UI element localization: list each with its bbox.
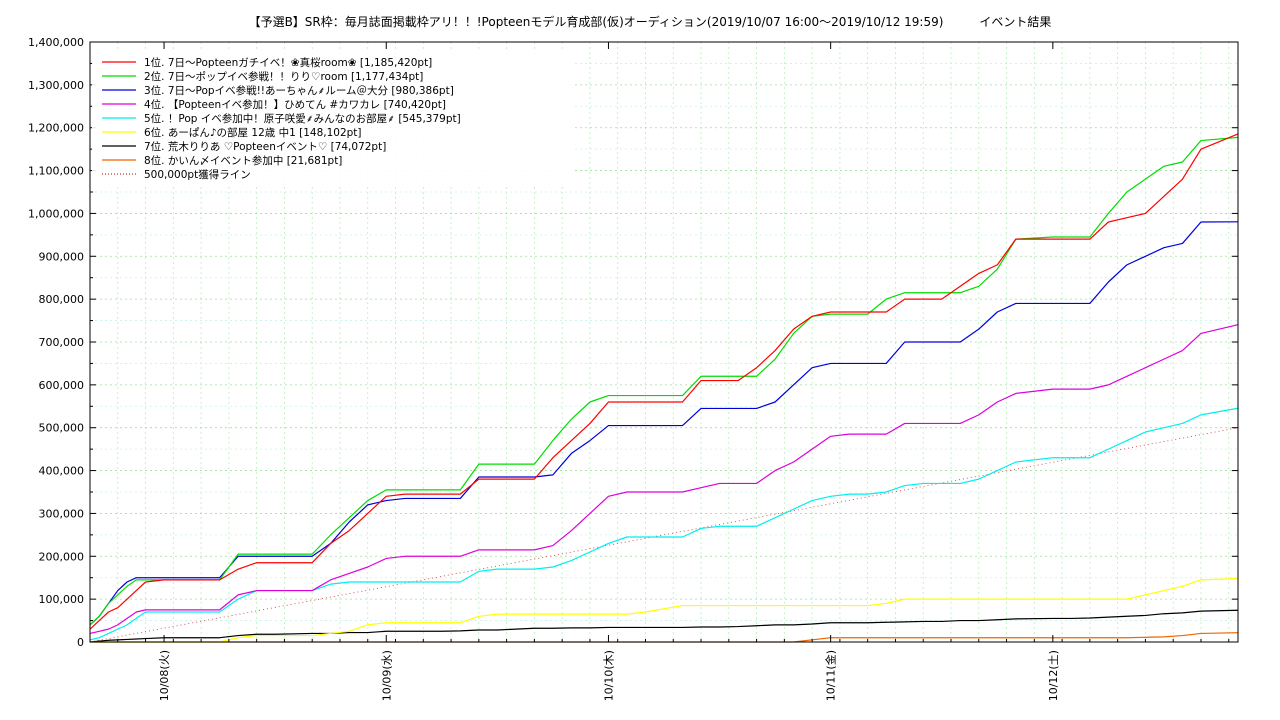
y-tick-label: 800,000: [39, 293, 85, 306]
reference-line: [89, 427, 1239, 643]
series-line: [89, 324, 1239, 635]
x-tick-label: 10/08(火): [158, 650, 171, 701]
y-tick-label: 1,100,000: [28, 165, 84, 178]
chart-title: 【予選B】SR枠：毎月誌面掲載枠アリ！！!Popteenモデル育成部(仮)オーデ…: [249, 14, 1052, 29]
y-tick-label: 700,000: [39, 336, 85, 349]
y-tick-label: 500,000: [39, 422, 85, 435]
x-tick-label: 10/12(土): [1047, 650, 1060, 701]
y-tick-label: 600,000: [39, 379, 85, 392]
y-tick-label: 200,000: [39, 550, 85, 563]
legend-label: 2位. 7日〜ポップイベ参戦！！りり♡room [1,177,434pt]: [144, 70, 423, 83]
legend-label: 8位. かいん〆イベント参加中 [21,681pt]: [144, 154, 342, 167]
y-tick-label: 900,000: [39, 250, 85, 263]
legend-background: [92, 50, 572, 184]
legend: 1位. 7日〜Popteenガチイベ！❀真桜room❀ [1,185,420pt…: [92, 50, 572, 184]
legend-label: 7位. 荒木りりあ ♡Popteenイベント♡ [74,072pt]: [144, 140, 386, 153]
y-tick-label: 1,300,000: [28, 79, 84, 92]
x-tick-label: 10/09(水): [380, 650, 393, 701]
series-group: [89, 133, 1239, 643]
y-tick-label: 300,000: [39, 507, 85, 520]
y-tick-label: 400,000: [39, 465, 85, 478]
y-tick-label: 100,000: [39, 593, 85, 606]
legend-label: 6位. あーぱん♪の部屋 12歳 中1 [148,102pt]: [144, 126, 362, 139]
y-tick-label: 1,200,000: [28, 122, 84, 135]
legend-label: 3位. 7日〜Popイベ参戦!!あーちゃん⸙ルーム＠大分 [980,386pt]: [144, 84, 454, 97]
axes: 0 100,000 200,000 300,000 400,000 500,000 600,…: [28, 36, 1239, 701]
series-line: [89, 133, 1239, 630]
x-tick-label: 10/10(木): [602, 650, 615, 701]
series-line: [90, 577, 1239, 643]
legend-label: 5位. ！Pop イベ参加中！原子咲愛⸙みんなのお部屋⸙ [545,379pt]: [144, 112, 461, 125]
y-tick-label: 0: [77, 636, 84, 649]
y-tick-label: 1,000,000: [28, 207, 84, 220]
series-line: [89, 407, 1239, 641]
series-line: [89, 609, 1239, 643]
legend-label: 4位. 【Popteenイベ参加！】ひめてん #カワカレ [740,420pt]: [144, 98, 446, 111]
series-line: [89, 221, 1239, 626]
legend-label: 1位. 7日〜Popteenガチイベ！❀真桜room❀ [1,185,420pt…: [144, 56, 432, 69]
y-tick-label: 1,400,000: [28, 36, 84, 49]
x-tick-label: 10/11(金): [824, 650, 838, 701]
legend-label: 500,000pt獲得ライン: [144, 168, 251, 181]
